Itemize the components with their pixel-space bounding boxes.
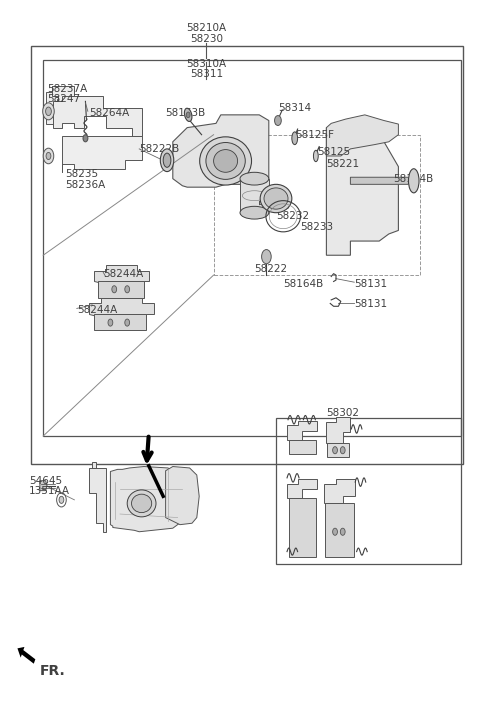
Ellipse shape — [313, 150, 318, 162]
Text: 1351AA: 1351AA — [29, 486, 70, 496]
Ellipse shape — [214, 150, 238, 172]
Circle shape — [112, 286, 117, 293]
Text: 58210A: 58210A — [186, 23, 227, 33]
Polygon shape — [110, 467, 187, 532]
Circle shape — [59, 496, 64, 503]
Polygon shape — [289, 498, 316, 557]
Ellipse shape — [184, 108, 192, 121]
Circle shape — [46, 107, 51, 116]
Polygon shape — [326, 124, 398, 255]
Polygon shape — [240, 179, 269, 213]
Ellipse shape — [240, 172, 269, 185]
Circle shape — [46, 152, 51, 160]
Text: 58237A: 58237A — [47, 84, 87, 94]
Text: 58236A: 58236A — [65, 180, 105, 190]
Text: 58164B: 58164B — [283, 279, 324, 289]
Circle shape — [333, 447, 337, 454]
Text: 58264A: 58264A — [89, 108, 129, 118]
Polygon shape — [52, 86, 74, 103]
Polygon shape — [287, 479, 317, 498]
Text: 58221: 58221 — [326, 160, 360, 169]
Ellipse shape — [240, 206, 269, 219]
Text: 58311: 58311 — [190, 69, 223, 79]
Ellipse shape — [292, 132, 298, 145]
Circle shape — [275, 116, 281, 125]
Bar — [214, 135, 420, 275]
Circle shape — [262, 250, 271, 264]
Text: 58125F: 58125F — [295, 130, 334, 140]
Text: 58232: 58232 — [276, 211, 309, 221]
Circle shape — [125, 286, 130, 293]
Polygon shape — [53, 96, 142, 136]
Circle shape — [186, 112, 190, 118]
Bar — [31, 46, 463, 464]
Polygon shape — [287, 421, 317, 440]
Circle shape — [43, 103, 54, 120]
Ellipse shape — [163, 153, 171, 167]
Polygon shape — [94, 314, 146, 330]
Text: 58230: 58230 — [190, 34, 223, 44]
Polygon shape — [46, 86, 58, 124]
Text: 58164B: 58164B — [394, 174, 434, 184]
Text: 58163B: 58163B — [166, 108, 206, 118]
Polygon shape — [166, 467, 199, 525]
Polygon shape — [94, 265, 149, 284]
Circle shape — [108, 319, 113, 326]
Polygon shape — [62, 136, 142, 172]
Ellipse shape — [127, 490, 156, 517]
Polygon shape — [325, 503, 354, 557]
Text: 58222B: 58222B — [139, 144, 180, 154]
Text: 58247: 58247 — [47, 94, 80, 104]
Ellipse shape — [200, 137, 252, 185]
Polygon shape — [89, 298, 154, 317]
Ellipse shape — [160, 149, 174, 172]
FancyArrow shape — [17, 647, 36, 664]
Polygon shape — [289, 440, 316, 454]
Circle shape — [43, 148, 54, 164]
Polygon shape — [326, 417, 350, 443]
Ellipse shape — [408, 169, 419, 193]
Polygon shape — [324, 479, 355, 503]
Polygon shape — [327, 443, 349, 457]
Text: 58233: 58233 — [300, 222, 333, 232]
Bar — [43, 60, 461, 436]
Bar — [276, 418, 461, 564]
Polygon shape — [98, 281, 144, 298]
Polygon shape — [89, 462, 106, 532]
Text: 58310A: 58310A — [186, 59, 227, 69]
Text: 58125: 58125 — [317, 147, 350, 157]
Circle shape — [340, 528, 345, 535]
Polygon shape — [326, 115, 398, 156]
Text: FR.: FR. — [39, 664, 65, 679]
Ellipse shape — [264, 188, 288, 209]
Ellipse shape — [132, 494, 152, 513]
Polygon shape — [173, 115, 269, 187]
Text: 58222: 58222 — [254, 264, 288, 274]
Circle shape — [333, 528, 337, 535]
Text: 58213: 58213 — [257, 201, 290, 211]
Ellipse shape — [206, 143, 245, 179]
Text: 58235: 58235 — [65, 169, 98, 179]
Text: 58244A: 58244A — [103, 269, 144, 279]
Polygon shape — [40, 481, 47, 491]
Text: 54645: 54645 — [29, 476, 62, 486]
Text: 58244A: 58244A — [77, 305, 117, 315]
Text: 58314: 58314 — [278, 103, 312, 113]
Circle shape — [83, 135, 88, 142]
Ellipse shape — [260, 184, 292, 213]
Polygon shape — [350, 177, 410, 184]
Text: 58131: 58131 — [354, 279, 387, 289]
Circle shape — [125, 319, 130, 326]
Circle shape — [340, 447, 345, 454]
Text: 58302: 58302 — [326, 408, 360, 418]
Text: 58131: 58131 — [354, 299, 387, 309]
